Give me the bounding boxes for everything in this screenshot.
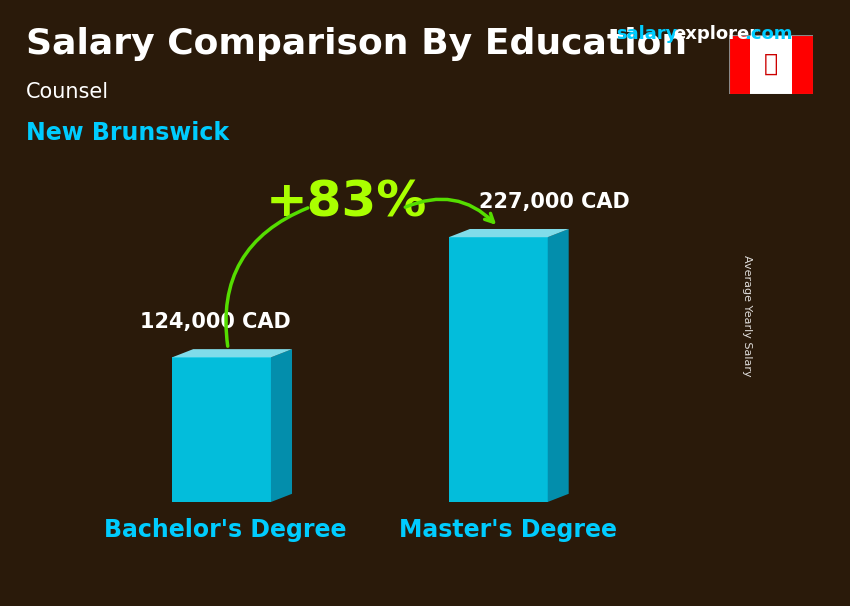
Polygon shape [729, 35, 750, 94]
Text: 124,000 CAD: 124,000 CAD [139, 311, 291, 331]
Polygon shape [271, 349, 292, 502]
Text: Salary Comparison By Education: Salary Comparison By Education [26, 27, 687, 61]
Polygon shape [547, 229, 569, 502]
Text: 227,000 CAD: 227,000 CAD [479, 191, 630, 211]
Polygon shape [750, 35, 791, 94]
Text: Average Yearly Salary: Average Yearly Salary [741, 255, 751, 376]
Text: .com: .com [744, 25, 792, 44]
Polygon shape [449, 229, 569, 237]
Polygon shape [172, 358, 271, 502]
Polygon shape [449, 237, 547, 502]
Text: New Brunswick: New Brunswick [26, 121, 229, 145]
Text: +83%: +83% [266, 178, 428, 226]
Polygon shape [791, 35, 813, 94]
Text: Bachelor's Degree: Bachelor's Degree [104, 518, 346, 542]
Text: 🍁: 🍁 [764, 52, 778, 76]
Polygon shape [172, 349, 292, 358]
Text: explorer: explorer [673, 25, 758, 44]
Text: Counsel: Counsel [26, 82, 109, 102]
Text: Master's Degree: Master's Degree [400, 518, 617, 542]
Text: salary: salary [616, 25, 677, 44]
